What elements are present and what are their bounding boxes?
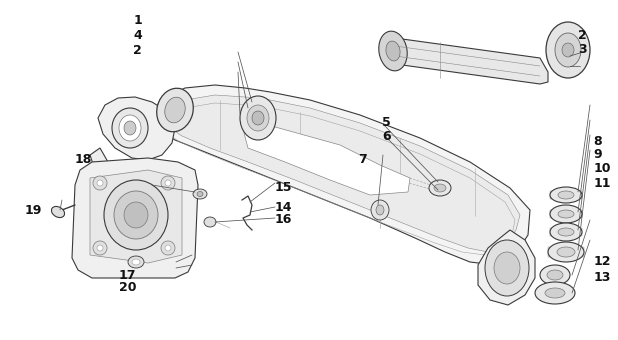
Ellipse shape xyxy=(252,111,264,125)
Ellipse shape xyxy=(535,282,575,304)
Ellipse shape xyxy=(558,191,574,199)
Text: 6: 6 xyxy=(382,130,391,142)
Ellipse shape xyxy=(550,223,582,241)
Polygon shape xyxy=(90,170,182,263)
Polygon shape xyxy=(548,247,584,257)
Text: 18: 18 xyxy=(74,153,91,166)
Text: 5: 5 xyxy=(382,116,391,129)
Ellipse shape xyxy=(119,115,141,141)
Text: 4: 4 xyxy=(133,29,142,42)
Ellipse shape xyxy=(132,259,140,265)
Polygon shape xyxy=(478,230,535,305)
Text: 9: 9 xyxy=(593,148,602,161)
Polygon shape xyxy=(72,158,198,278)
Polygon shape xyxy=(90,148,130,195)
Polygon shape xyxy=(550,210,582,218)
Text: 1: 1 xyxy=(133,14,142,27)
Ellipse shape xyxy=(546,22,590,78)
Polygon shape xyxy=(98,97,175,160)
Ellipse shape xyxy=(558,210,574,218)
Ellipse shape xyxy=(558,228,574,236)
Ellipse shape xyxy=(165,245,171,251)
Ellipse shape xyxy=(429,180,451,196)
Text: 16: 16 xyxy=(275,213,292,226)
Ellipse shape xyxy=(165,180,171,186)
Text: 14: 14 xyxy=(275,201,292,214)
Polygon shape xyxy=(550,228,582,236)
Ellipse shape xyxy=(494,252,520,284)
Ellipse shape xyxy=(124,202,148,228)
Text: 3: 3 xyxy=(578,43,586,56)
Ellipse shape xyxy=(547,270,563,280)
Text: 7: 7 xyxy=(358,153,367,166)
Ellipse shape xyxy=(548,242,584,262)
Polygon shape xyxy=(152,85,530,265)
Text: 19: 19 xyxy=(25,204,42,217)
Ellipse shape xyxy=(204,217,216,227)
Ellipse shape xyxy=(124,121,136,135)
Ellipse shape xyxy=(157,88,193,132)
Ellipse shape xyxy=(550,187,582,203)
Text: 8: 8 xyxy=(593,135,602,148)
Ellipse shape xyxy=(371,200,389,220)
Text: 13: 13 xyxy=(593,271,611,284)
Ellipse shape xyxy=(376,205,384,215)
Ellipse shape xyxy=(562,43,574,57)
Text: 17: 17 xyxy=(119,269,136,282)
Ellipse shape xyxy=(93,176,107,190)
Polygon shape xyxy=(244,120,410,195)
Text: 2: 2 xyxy=(578,29,586,42)
Text: 11: 11 xyxy=(593,177,611,190)
Ellipse shape xyxy=(51,206,64,218)
Ellipse shape xyxy=(93,241,107,255)
Ellipse shape xyxy=(104,180,168,250)
Ellipse shape xyxy=(545,288,565,298)
Ellipse shape xyxy=(247,105,269,131)
Text: 10: 10 xyxy=(593,162,611,175)
Text: 20: 20 xyxy=(119,281,136,294)
Ellipse shape xyxy=(161,241,175,255)
Ellipse shape xyxy=(240,96,276,140)
Ellipse shape xyxy=(112,108,148,148)
Ellipse shape xyxy=(555,33,581,67)
Ellipse shape xyxy=(434,184,446,192)
Text: 15: 15 xyxy=(275,181,292,193)
Ellipse shape xyxy=(114,191,158,239)
Polygon shape xyxy=(388,38,548,84)
Ellipse shape xyxy=(161,176,175,190)
Ellipse shape xyxy=(557,247,575,257)
Ellipse shape xyxy=(165,97,185,123)
Ellipse shape xyxy=(540,265,570,285)
Polygon shape xyxy=(550,191,582,199)
Ellipse shape xyxy=(197,191,203,197)
Ellipse shape xyxy=(386,41,400,61)
Text: 12: 12 xyxy=(593,255,611,268)
Ellipse shape xyxy=(550,205,582,223)
Ellipse shape xyxy=(97,180,103,186)
Text: 2: 2 xyxy=(133,45,142,57)
Ellipse shape xyxy=(97,245,103,251)
Ellipse shape xyxy=(485,240,529,296)
Ellipse shape xyxy=(193,189,207,199)
Polygon shape xyxy=(160,95,520,252)
Ellipse shape xyxy=(128,256,144,268)
Ellipse shape xyxy=(379,31,407,71)
